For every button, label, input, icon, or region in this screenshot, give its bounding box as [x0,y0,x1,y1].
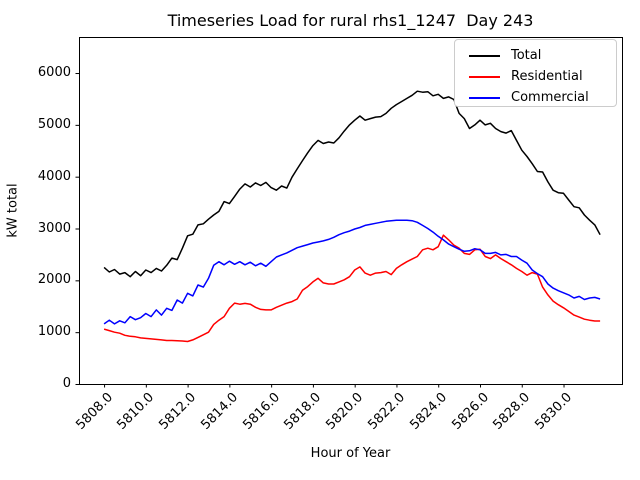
series-line-commercial [103,219,601,325]
legend-entry-total: Total [469,45,616,66]
series-line-residential [103,234,601,343]
legend-line-sample [469,96,500,99]
legend-label: Commercial [511,90,589,105]
chart-title: Timeseries Load for rural rhs1_1247 Day … [167,11,534,30]
y-tick-label: 0 [62,376,71,391]
legend-line-sample [469,54,500,57]
y-tick-label: 6000 [37,65,71,81]
y-tick-label: 5000 [37,116,71,132]
y-axis-label: kW total [5,183,21,238]
series-line-total [103,90,601,278]
legend-label: Total [511,48,542,63]
y-tick-label: 3000 [37,220,71,236]
legend-line-sample [469,75,500,78]
y-tick-label: 4000 [37,168,71,184]
y-tick-label: 1000 [37,324,71,340]
legend-entry-commercial: Commercial [469,87,616,108]
x-axis-label: Hour of Year [310,446,391,461]
legend-entry-residential: Residential [469,66,616,87]
legend: Total Residential Commercial [454,39,617,107]
y-tick-label: 2000 [37,272,71,288]
axes-spines [79,37,623,385]
legend-label: Residential [511,69,583,84]
y-axis-label-wrap: kW total [2,37,24,384]
